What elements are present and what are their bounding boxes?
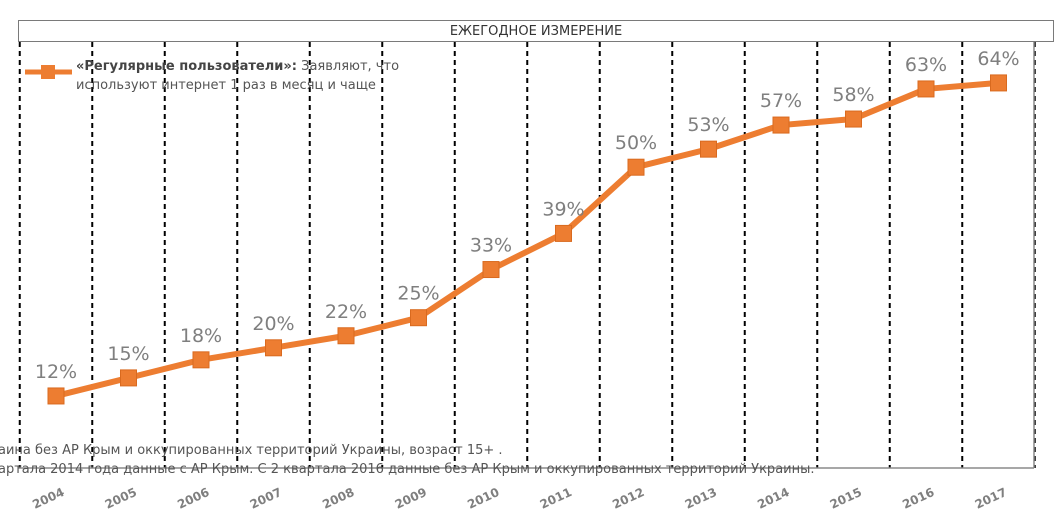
- data-point-marker: [410, 309, 427, 327]
- data-label: 22%: [325, 301, 367, 323]
- chart-title: ЕЖЕГОДНОЕ ИЗМЕРЕНИЕ: [449, 23, 623, 39]
- data-label: 39%: [542, 198, 584, 220]
- data-label: 58%: [832, 84, 874, 106]
- data-point-marker: [482, 261, 500, 279]
- footnote-2: артала 2014 года данные с АР Крым. С 2 к…: [0, 462, 815, 477]
- x-tick-label: 2004: [30, 485, 66, 512]
- data-label: 18%: [180, 325, 222, 347]
- data-label: 20%: [252, 313, 294, 335]
- data-point-marker: [192, 351, 210, 369]
- legend-line-marker-icon: [25, 65, 72, 79]
- data-point-marker: [47, 387, 65, 405]
- data-point-marker: [772, 116, 790, 134]
- x-tick-label: 2011: [538, 485, 574, 512]
- data-label: 50%: [615, 132, 657, 154]
- footnote-1: аина без АР Крым и оккупированных террит…: [0, 443, 503, 458]
- x-tick-label: 2012: [610, 485, 646, 512]
- series-line: [53, 79, 1002, 399]
- data-label: 57%: [760, 90, 802, 112]
- x-tick-label: 2007: [248, 485, 284, 512]
- data-label: 53%: [687, 114, 729, 136]
- data-label: 15%: [107, 343, 149, 365]
- data-point-marker: [990, 74, 1007, 92]
- legend-label-rest: Заявляют, что используют интернет 1 раз …: [76, 59, 400, 93]
- data-label: 25%: [397, 283, 439, 305]
- legend-label: «Регулярные пользователи»: Заявляют, что…: [76, 57, 456, 95]
- x-tick-label: 2010: [465, 485, 501, 512]
- x-tick-label: 2009: [393, 485, 429, 512]
- x-tick-label: 2006: [175, 485, 211, 512]
- x-tick-label: 2008: [320, 485, 356, 512]
- data-point-marker: [700, 140, 717, 158]
- x-tick-label: 2005: [103, 485, 139, 512]
- chart-header-bar: ЕЖЕГОДНОЕ ИЗМЕРЕНИЕ: [18, 20, 1054, 42]
- x-tick-label: 2016: [900, 485, 936, 512]
- data-point-marker: [917, 80, 935, 98]
- data-point-marker: [627, 158, 645, 176]
- data-point-marker: [265, 339, 282, 357]
- data-point-marker: [555, 224, 572, 242]
- data-point-marker: [120, 369, 137, 387]
- x-tick-label: 2017: [973, 485, 1009, 512]
- data-label: 63%: [905, 54, 947, 76]
- data-point-marker: [845, 110, 862, 128]
- data-label: 12%: [35, 361, 77, 383]
- data-point-marker: [337, 327, 355, 345]
- data-label: 33%: [470, 235, 512, 257]
- data-label: 64%: [977, 48, 1019, 70]
- x-tick-label: 2013: [683, 485, 719, 512]
- x-tick-label: 2014: [755, 485, 791, 512]
- x-tick-label: 2015: [828, 485, 864, 512]
- legend-label-bold: «Регулярные пользователи»:: [76, 59, 297, 74]
